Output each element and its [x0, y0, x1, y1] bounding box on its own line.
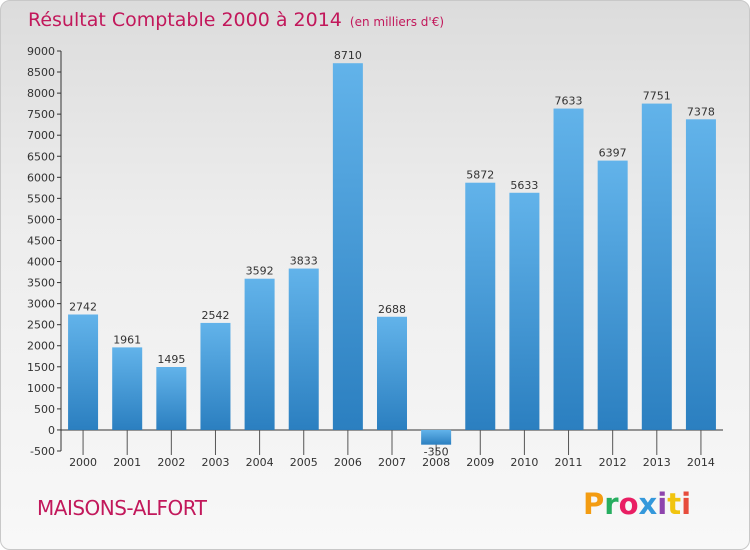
y-tick-label: 7000	[27, 129, 55, 142]
chart-title: Résultat Comptable 2000 à 2014 (en millie…	[28, 9, 444, 31]
bar-2006	[332, 63, 363, 430]
x-tick-label: 2014	[687, 456, 715, 469]
y-tick-label: 0	[48, 424, 55, 437]
value-label-2011: 7633	[555, 95, 583, 108]
bar-2000	[68, 314, 99, 430]
logo-letter: o	[618, 487, 639, 521]
logo-letter: r	[604, 487, 619, 521]
y-tick-label: 6500	[27, 150, 55, 163]
bar-2002	[156, 367, 187, 430]
logo-letter: P	[583, 487, 605, 521]
bar-2007	[377, 316, 407, 430]
y-tick-label: 1000	[27, 382, 55, 395]
x-tick-label: 2006	[334, 456, 362, 469]
chart-subtitle: (en milliers d'€)	[349, 15, 445, 29]
chart-title-text: Résultat Comptable 2000 à 2014	[28, 9, 342, 31]
x-tick-label: 2003	[201, 456, 229, 469]
y-tick-label: 9000	[27, 45, 55, 58]
y-tick-label: 6000	[27, 171, 55, 184]
value-label-2005: 3833	[290, 255, 318, 268]
x-tick-label: 2004	[246, 456, 274, 469]
commune-name: MAISONS-ALFORT	[37, 496, 207, 520]
x-tick-label: 2008	[422, 456, 450, 469]
y-tick-label: 2500	[27, 319, 55, 332]
x-tick-label: 2007	[378, 456, 406, 469]
logo-letter: i	[681, 487, 692, 521]
bar-2012	[597, 160, 628, 430]
x-tick-label: 2000	[69, 456, 97, 469]
bar-2005	[288, 268, 319, 430]
y-tick-label: 7500	[27, 108, 55, 121]
logo-letter: x	[638, 487, 658, 521]
y-tick-label: 1500	[27, 361, 55, 374]
x-tick-label: 2002	[157, 456, 185, 469]
x-tick-label: 2012	[599, 456, 627, 469]
x-tick-label: 2001	[113, 456, 141, 469]
logo-letter: t	[667, 487, 682, 521]
x-tick-label: 2005	[290, 456, 318, 469]
value-label-2000: 2742	[69, 300, 97, 313]
value-label-2003: 2542	[201, 309, 229, 322]
y-tick-label: 8000	[27, 87, 55, 100]
proxiti-logo: Proxiti	[583, 487, 691, 521]
value-label-2004: 3592	[246, 265, 274, 278]
value-label-2001: 1961	[113, 333, 141, 346]
value-label-2008: -350	[424, 446, 449, 459]
bar-2008	[421, 429, 452, 445]
value-label-2012: 6397	[599, 147, 627, 160]
bar-2001	[112, 347, 143, 430]
bar-2010	[509, 192, 540, 430]
bar-2011	[553, 108, 584, 430]
bar-2013	[641, 103, 672, 430]
y-tick-label: 2000	[27, 340, 55, 353]
y-tick-label: 4000	[27, 256, 55, 269]
x-tick-label: 2013	[643, 456, 671, 469]
x-tick-label: 2009	[466, 456, 494, 469]
y-tick-label: 500	[34, 403, 55, 416]
x-tick-label: 2010	[510, 456, 538, 469]
value-label-2009: 5872	[466, 169, 494, 182]
bar-2003	[200, 322, 231, 430]
y-tick-label: -500	[30, 445, 55, 458]
y-tick-label: 3500	[27, 277, 55, 290]
bar-2009	[465, 182, 496, 430]
value-label-2013: 7751	[643, 90, 671, 103]
x-tick-label: 2011	[555, 456, 583, 469]
value-label-2006: 8710	[334, 49, 362, 62]
value-label-2010: 5633	[510, 179, 538, 192]
y-tick-label: 4500	[27, 234, 55, 247]
y-tick-label: 3000	[27, 298, 55, 311]
logo-letter: i	[657, 487, 668, 521]
value-label-2007: 2688	[378, 303, 406, 316]
bar-2014	[685, 119, 716, 430]
value-label-2002: 1495	[157, 353, 185, 366]
y-tick-label: 5500	[27, 192, 55, 205]
value-label-2014: 7378	[687, 105, 715, 118]
y-tick-label: 8500	[27, 66, 55, 79]
y-tick-label: 5000	[27, 213, 55, 226]
bar-2004	[244, 278, 275, 430]
